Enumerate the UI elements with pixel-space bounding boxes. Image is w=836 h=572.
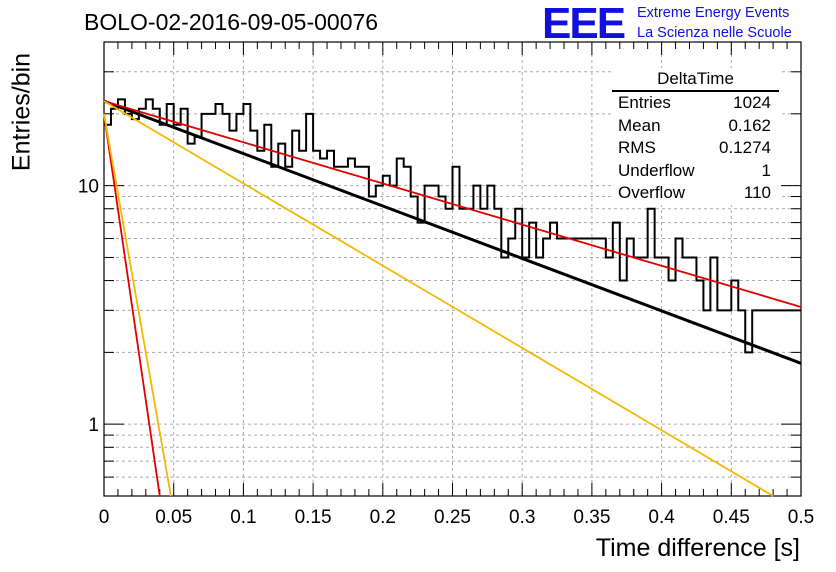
stats-title: DeltaTime: [612, 68, 779, 92]
x-tick-label: 0.3: [509, 507, 535, 528]
stats-value: 110: [743, 183, 771, 202]
stats-label: Overflow: [618, 183, 686, 202]
stats-label: Mean: [618, 115, 661, 135]
stats-label: Underflow: [618, 160, 695, 180]
stats-label: Entries: [618, 93, 671, 112]
plot-title: BOLO-02-2016-09-05-00076: [84, 9, 379, 35]
stats-row: RMS 0.1274: [612, 137, 779, 160]
x-tick-label: 0: [99, 507, 110, 528]
eee-logo: EEE: [542, 0, 626, 48]
x-axis-label: Time difference [s]: [595, 534, 800, 562]
x-tick-label: 0.2: [370, 507, 396, 528]
x-tick-label: 0.5: [788, 507, 814, 528]
x-tick-label: 0.4: [648, 507, 675, 528]
fit-line-yellow: [103, 113, 172, 497]
logo-caption: Extreme Energy Events La Scienza nelle S…: [637, 3, 792, 43]
x-tick-label: 0.05: [155, 507, 192, 528]
stats-label: RMS: [618, 138, 656, 157]
fit-line-black: [103, 99, 802, 365]
logo-line-2: La Scienza nelle Scuole: [637, 25, 792, 41]
stats-row: Entries 1024: [612, 92, 779, 115]
stats-row: Overflow 110: [612, 182, 779, 205]
stats-row: Underflow 1: [612, 160, 779, 183]
stats-value: 1024: [733, 93, 771, 112]
logo-line-1: Extreme Energy Events: [637, 5, 790, 21]
stats-value: 1: [761, 160, 771, 180]
stats-value: 0.162: [728, 115, 771, 135]
stats-box: DeltaTime Entries 1024 Mean 0.162 RMS 0.127…: [612, 68, 779, 205]
fit-line-red: [103, 113, 161, 497]
y-axis-label: Entries/bin: [7, 52, 36, 172]
stats-row: Mean 0.162: [612, 115, 779, 138]
y-tick-label: 10: [78, 177, 99, 198]
x-tick-label: 0.25: [434, 507, 471, 528]
x-tick-label: 0.1: [230, 507, 256, 528]
fit-line-yellow: [103, 100, 774, 497]
fit-line-red: [103, 100, 802, 308]
y-tick-label: 1: [88, 415, 99, 436]
histogram: [104, 98, 801, 354]
stats-value: 0.1274: [719, 138, 771, 157]
x-tick-label: 0.35: [573, 507, 610, 528]
x-tick-label: 0.15: [295, 507, 332, 528]
x-tick-label: 0.45: [713, 507, 750, 528]
